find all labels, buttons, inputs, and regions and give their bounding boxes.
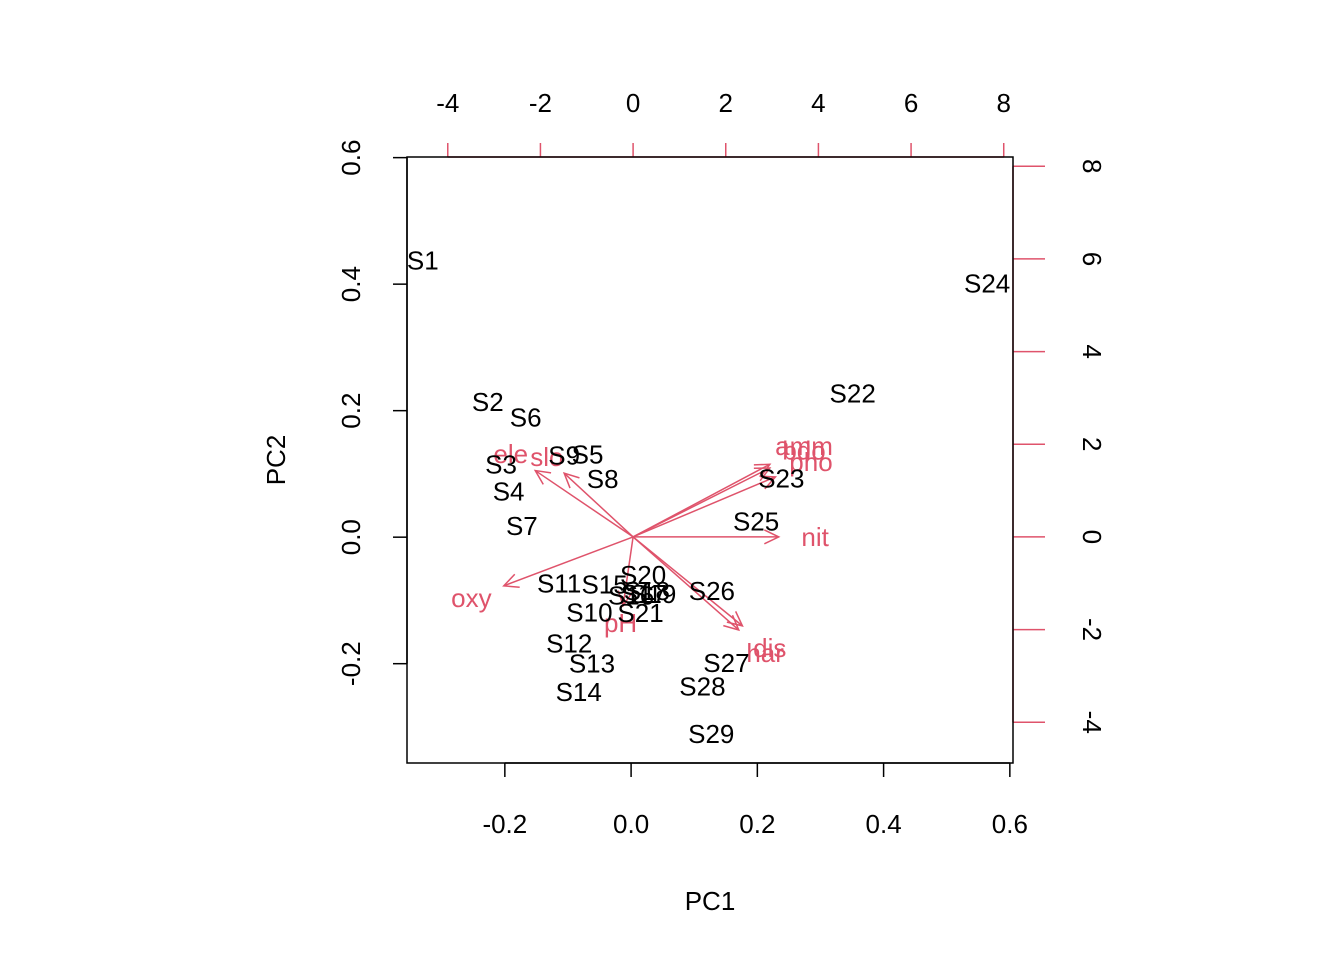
loading-arrowhead-slo	[562, 471, 580, 489]
score-label-S25: S25	[733, 506, 779, 536]
score-label-S1: S1	[407, 246, 439, 276]
right-tick-label: 0	[1077, 530, 1107, 544]
score-label-S23: S23	[758, 463, 804, 493]
score-label-S11: S11	[537, 568, 581, 598]
bottom-tick-label: 0.6	[992, 809, 1028, 839]
loading-arrow-ele	[534, 469, 634, 538]
y-axis-title: PC2	[261, 435, 291, 486]
score-label-S8: S8	[587, 464, 619, 494]
loading-arrowhead-pH	[617, 590, 633, 608]
bottom-tick-label: 0.2	[739, 809, 775, 839]
loading-arrow-bdo	[632, 467, 771, 538]
loading-arrow-pho	[632, 476, 776, 538]
top-tick-label: -2	[529, 88, 552, 118]
left-tick-label: 0.6	[336, 140, 366, 176]
score-label-S24: S24	[964, 269, 1010, 299]
loading-arrow-pH	[622, 536, 634, 606]
score-label-S19: S19	[630, 579, 676, 609]
left-tick-label: 0.4	[336, 266, 366, 302]
loading-arrowhead-amm	[753, 463, 772, 478]
left-tick-label: -0.2	[336, 641, 366, 686]
score-label-S16: S16	[608, 580, 654, 610]
loading-label-dis: dis	[753, 633, 786, 663]
score-label-S20: S20	[620, 560, 666, 590]
loading-label-pho: pho	[789, 447, 832, 477]
loading-label-oxy: oxy	[451, 583, 491, 613]
score-label-S4: S4	[493, 477, 525, 507]
score-label-S29: S29	[688, 719, 734, 749]
bottom-tick-label: 0.0	[613, 809, 649, 839]
score-label-S10: S10	[566, 597, 612, 627]
loading-arrow-slo	[563, 472, 634, 538]
plot-frame	[406, 156, 1014, 764]
bottom-tick-label: 0.4	[866, 809, 902, 839]
right-tick-label: 4	[1077, 344, 1107, 358]
loading-arrowhead-oxy	[502, 573, 520, 588]
score-label-S17: S17	[621, 579, 667, 609]
right-tick-label: -2	[1077, 618, 1107, 641]
loading-arrow-har	[632, 536, 740, 631]
left-tick-label: 0.0	[336, 519, 366, 555]
loading-label-amm: amm	[775, 431, 833, 461]
loading-arrowhead-ele	[533, 469, 552, 485]
score-label-S18: S18	[624, 576, 670, 606]
score-label-S22: S22	[830, 379, 876, 409]
score-label-S28: S28	[679, 671, 725, 701]
loading-arrowhead-nit	[764, 529, 781, 545]
score-label-S13: S13	[569, 649, 615, 679]
score-label-S9: S9	[548, 441, 580, 471]
loading-label-nit: nit	[801, 522, 829, 552]
loading-label-har: har	[746, 638, 784, 668]
score-label-S21: S21	[617, 598, 663, 628]
loading-label-ele: ele	[493, 439, 528, 469]
score-label-S15: S15	[581, 570, 627, 600]
top-tick-label: 2	[719, 88, 733, 118]
loading-label-bdo: bdo	[782, 436, 825, 466]
right-tick-label: 2	[1077, 437, 1107, 451]
score-label-S26: S26	[689, 576, 735, 606]
loading-arrowhead-har	[723, 614, 741, 632]
score-label-S6: S6	[510, 403, 542, 433]
right-tick-label: -4	[1077, 711, 1107, 734]
score-label-S7: S7	[506, 511, 538, 541]
top-tick-label: 0	[626, 88, 640, 118]
left-tick-label: 0.2	[336, 393, 366, 429]
top-tick-label: 4	[811, 88, 825, 118]
top-tick-label: 6	[904, 88, 918, 118]
bottom-tick-label: -0.2	[482, 809, 527, 839]
loading-arrow-oxy	[503, 536, 634, 587]
loading-arrowhead-pho	[759, 475, 778, 490]
top-tick-label: 8	[996, 88, 1010, 118]
loading-arrow-dis	[632, 536, 743, 627]
x-axis-title: PC1	[685, 886, 736, 916]
score-label-S27: S27	[703, 648, 749, 678]
score-label-S5: S5	[572, 439, 604, 469]
loading-label-slo: slo	[530, 442, 563, 472]
top-tick-label: -4	[436, 88, 459, 118]
right-tick-label: 6	[1077, 252, 1107, 266]
scores-layer: S1S2S3S4S5S6S7S8S9S10S11S12S13S14S15S16S…	[407, 246, 1010, 749]
score-label-S14: S14	[556, 677, 602, 707]
right-tick-label: 8	[1077, 159, 1107, 173]
score-label-S2: S2	[472, 387, 504, 417]
loading-label-pH: pH	[604, 608, 637, 638]
score-label-S12: S12	[546, 628, 592, 658]
score-label-S3: S3	[485, 449, 517, 479]
